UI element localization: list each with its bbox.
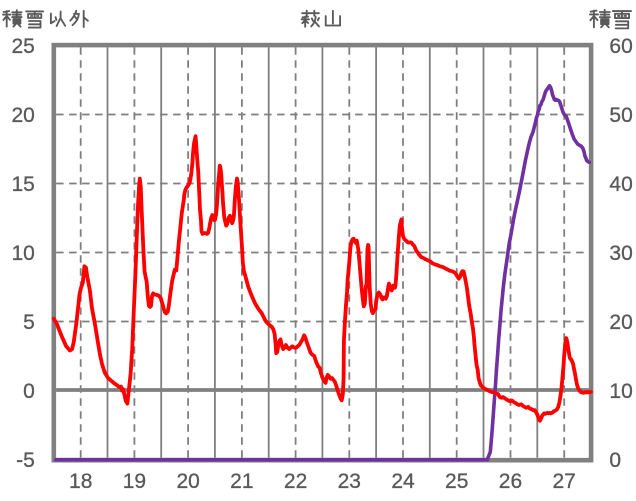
svg-text:0: 0 xyxy=(23,380,35,403)
svg-text:25: 25 xyxy=(445,470,468,493)
svg-text:19: 19 xyxy=(123,470,146,493)
svg-text:40: 40 xyxy=(609,173,632,196)
svg-text:-5: -5 xyxy=(16,449,35,472)
svg-text:15: 15 xyxy=(11,173,34,196)
svg-text:18: 18 xyxy=(69,470,92,493)
svg-text:22: 22 xyxy=(284,470,307,493)
svg-text:20: 20 xyxy=(11,104,34,127)
svg-text:20: 20 xyxy=(609,311,632,334)
svg-text:0: 0 xyxy=(609,449,621,472)
svg-text:10: 10 xyxy=(11,242,34,265)
svg-text:25: 25 xyxy=(11,35,34,58)
svg-text:27: 27 xyxy=(553,470,576,493)
svg-text:23: 23 xyxy=(338,470,361,493)
svg-text:50: 50 xyxy=(609,104,632,127)
svg-text:20: 20 xyxy=(176,470,199,493)
svg-text:5: 5 xyxy=(23,311,35,334)
svg-text:10: 10 xyxy=(609,380,632,403)
svg-text:60: 60 xyxy=(609,35,632,58)
svg-text:21: 21 xyxy=(230,470,253,493)
svg-text:30: 30 xyxy=(609,242,632,265)
svg-text:26: 26 xyxy=(499,470,522,493)
svg-text:24: 24 xyxy=(391,470,415,493)
